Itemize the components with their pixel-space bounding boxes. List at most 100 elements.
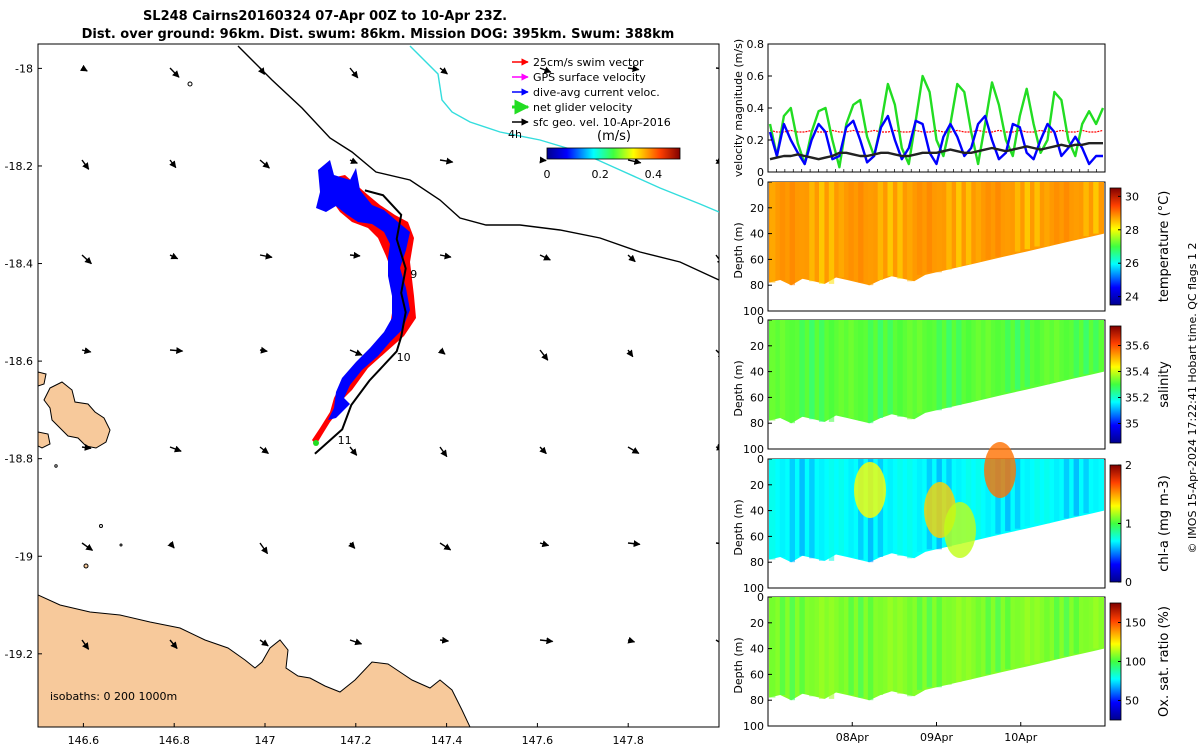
map-x-tick-label: 147.4	[431, 734, 463, 747]
legend-label: net glider velocity	[533, 101, 633, 114]
section-column	[946, 182, 952, 270]
section-column	[779, 182, 786, 280]
geo-arrow	[627, 65, 640, 73]
section-column	[887, 597, 893, 692]
section-column	[809, 320, 815, 420]
section-y-tick-label: 100	[743, 305, 764, 318]
map-x-ticks: 146.6 146.8 147 147.2 147.4 147.6 147.8	[68, 723, 644, 747]
colorbar-tick-label: 28	[1125, 224, 1139, 237]
section-column	[848, 182, 854, 280]
geo-arrow	[169, 639, 178, 650]
section-column	[936, 320, 942, 411]
geo-arrow	[81, 443, 92, 451]
section-column	[877, 320, 884, 418]
section-column	[897, 182, 903, 279]
section-y-tick-label: 100	[743, 582, 764, 595]
colorbar-tick-label: 35.4	[1125, 366, 1150, 379]
geo-arrow	[259, 346, 268, 354]
section-column	[1063, 182, 1070, 242]
section-column	[838, 459, 844, 555]
section-y-tick-label: 0	[757, 314, 764, 327]
velocity-series-line	[769, 141, 1103, 161]
velocity-y-tick-label: 0	[757, 166, 764, 179]
section-column	[838, 320, 844, 416]
section-column	[907, 459, 913, 559]
velocity-ylabel: velocity magnitude (m/s)	[732, 39, 745, 177]
section-column	[770, 459, 776, 560]
colorbar-tick-label: 30	[1125, 190, 1139, 203]
geo-arrow	[439, 446, 448, 458]
geo-arrow	[81, 639, 90, 650]
section-column	[916, 182, 923, 275]
colorbar-scale-label: 4h	[508, 128, 522, 141]
section-column	[887, 320, 893, 415]
geo-arrow	[439, 67, 448, 75]
section-y-tick-label: 20	[750, 617, 764, 630]
section-column	[819, 182, 825, 284]
section-column	[1044, 459, 1050, 524]
geo-arrow	[539, 637, 554, 645]
section-column	[995, 182, 1001, 257]
colorbar-units: (m/s)	[597, 129, 631, 144]
geo-arrow	[169, 445, 182, 453]
geo-arrow	[716, 738, 722, 746]
section-column	[1054, 597, 1060, 659]
section-column	[779, 597, 786, 695]
velocity-y-tick-label: 0.2	[747, 134, 765, 147]
geo-arrow	[349, 67, 359, 79]
section-column	[956, 459, 962, 545]
velocity-series-line	[768, 114, 1103, 166]
section-column	[770, 597, 776, 698]
glider-swath	[312, 160, 416, 445]
sfc-geo-velocity-arrows	[79, 64, 722, 746]
section-colorbar-label: Ox. sat. ratio (%)	[1157, 606, 1172, 717]
geo-arrow	[259, 639, 269, 647]
section-ylabel: Depth (m)	[732, 637, 745, 693]
section-column	[965, 597, 972, 680]
map-x-tick-label: 147.2	[340, 734, 372, 747]
map-y-tick-label: -18.4	[5, 258, 33, 271]
colorbar-tick-label: 35	[1125, 418, 1139, 431]
section-column	[936, 597, 942, 688]
section-column	[828, 182, 835, 284]
colorbar-tick-label: 0	[1125, 576, 1132, 589]
speed-colorbar	[546, 147, 681, 160]
section-column	[985, 320, 991, 398]
reef-dot	[83, 563, 89, 569]
section-column	[1083, 459, 1089, 514]
section-column	[770, 320, 776, 421]
velocity-y-tick-label: 0.8	[747, 38, 765, 51]
map-y-tick-label: -18.6	[5, 355, 33, 368]
section-column	[1083, 597, 1089, 652]
section-column	[799, 182, 805, 279]
section-column	[946, 597, 952, 685]
day-marker-label: 11	[338, 434, 352, 447]
dive-avg-current-swath	[316, 160, 410, 420]
legend-label: 25cm/s swim vector	[533, 56, 644, 69]
map-x-tick-label: 146.6	[68, 734, 100, 747]
section-column	[1093, 459, 1099, 511]
reef-dot	[54, 464, 58, 468]
section-column	[770, 182, 776, 283]
geo-arrow	[539, 349, 549, 361]
section-column	[828, 597, 835, 699]
map-y-tick-label: -18.8	[5, 453, 33, 466]
section-column	[819, 459, 825, 561]
section-column	[1044, 597, 1050, 662]
section-y-tick-label: 0	[757, 176, 764, 189]
section-column	[819, 320, 825, 422]
day-marker-label: 9	[410, 268, 417, 281]
section-column	[819, 597, 825, 699]
section-column	[779, 320, 786, 418]
geo-arrow	[259, 542, 269, 555]
section-y-tick-label: 20	[750, 479, 764, 492]
section-y-tick-label: 20	[750, 202, 764, 215]
section-x-tick-label: 10Apr	[1004, 731, 1038, 744]
section-y-tick-label: 20	[750, 340, 764, 353]
velocity-y-tick-label: 0.4	[747, 102, 765, 115]
section-column	[799, 320, 805, 417]
geo-arrow	[627, 446, 640, 455]
section-column	[1054, 320, 1060, 382]
isobath-200m	[237, 45, 719, 281]
